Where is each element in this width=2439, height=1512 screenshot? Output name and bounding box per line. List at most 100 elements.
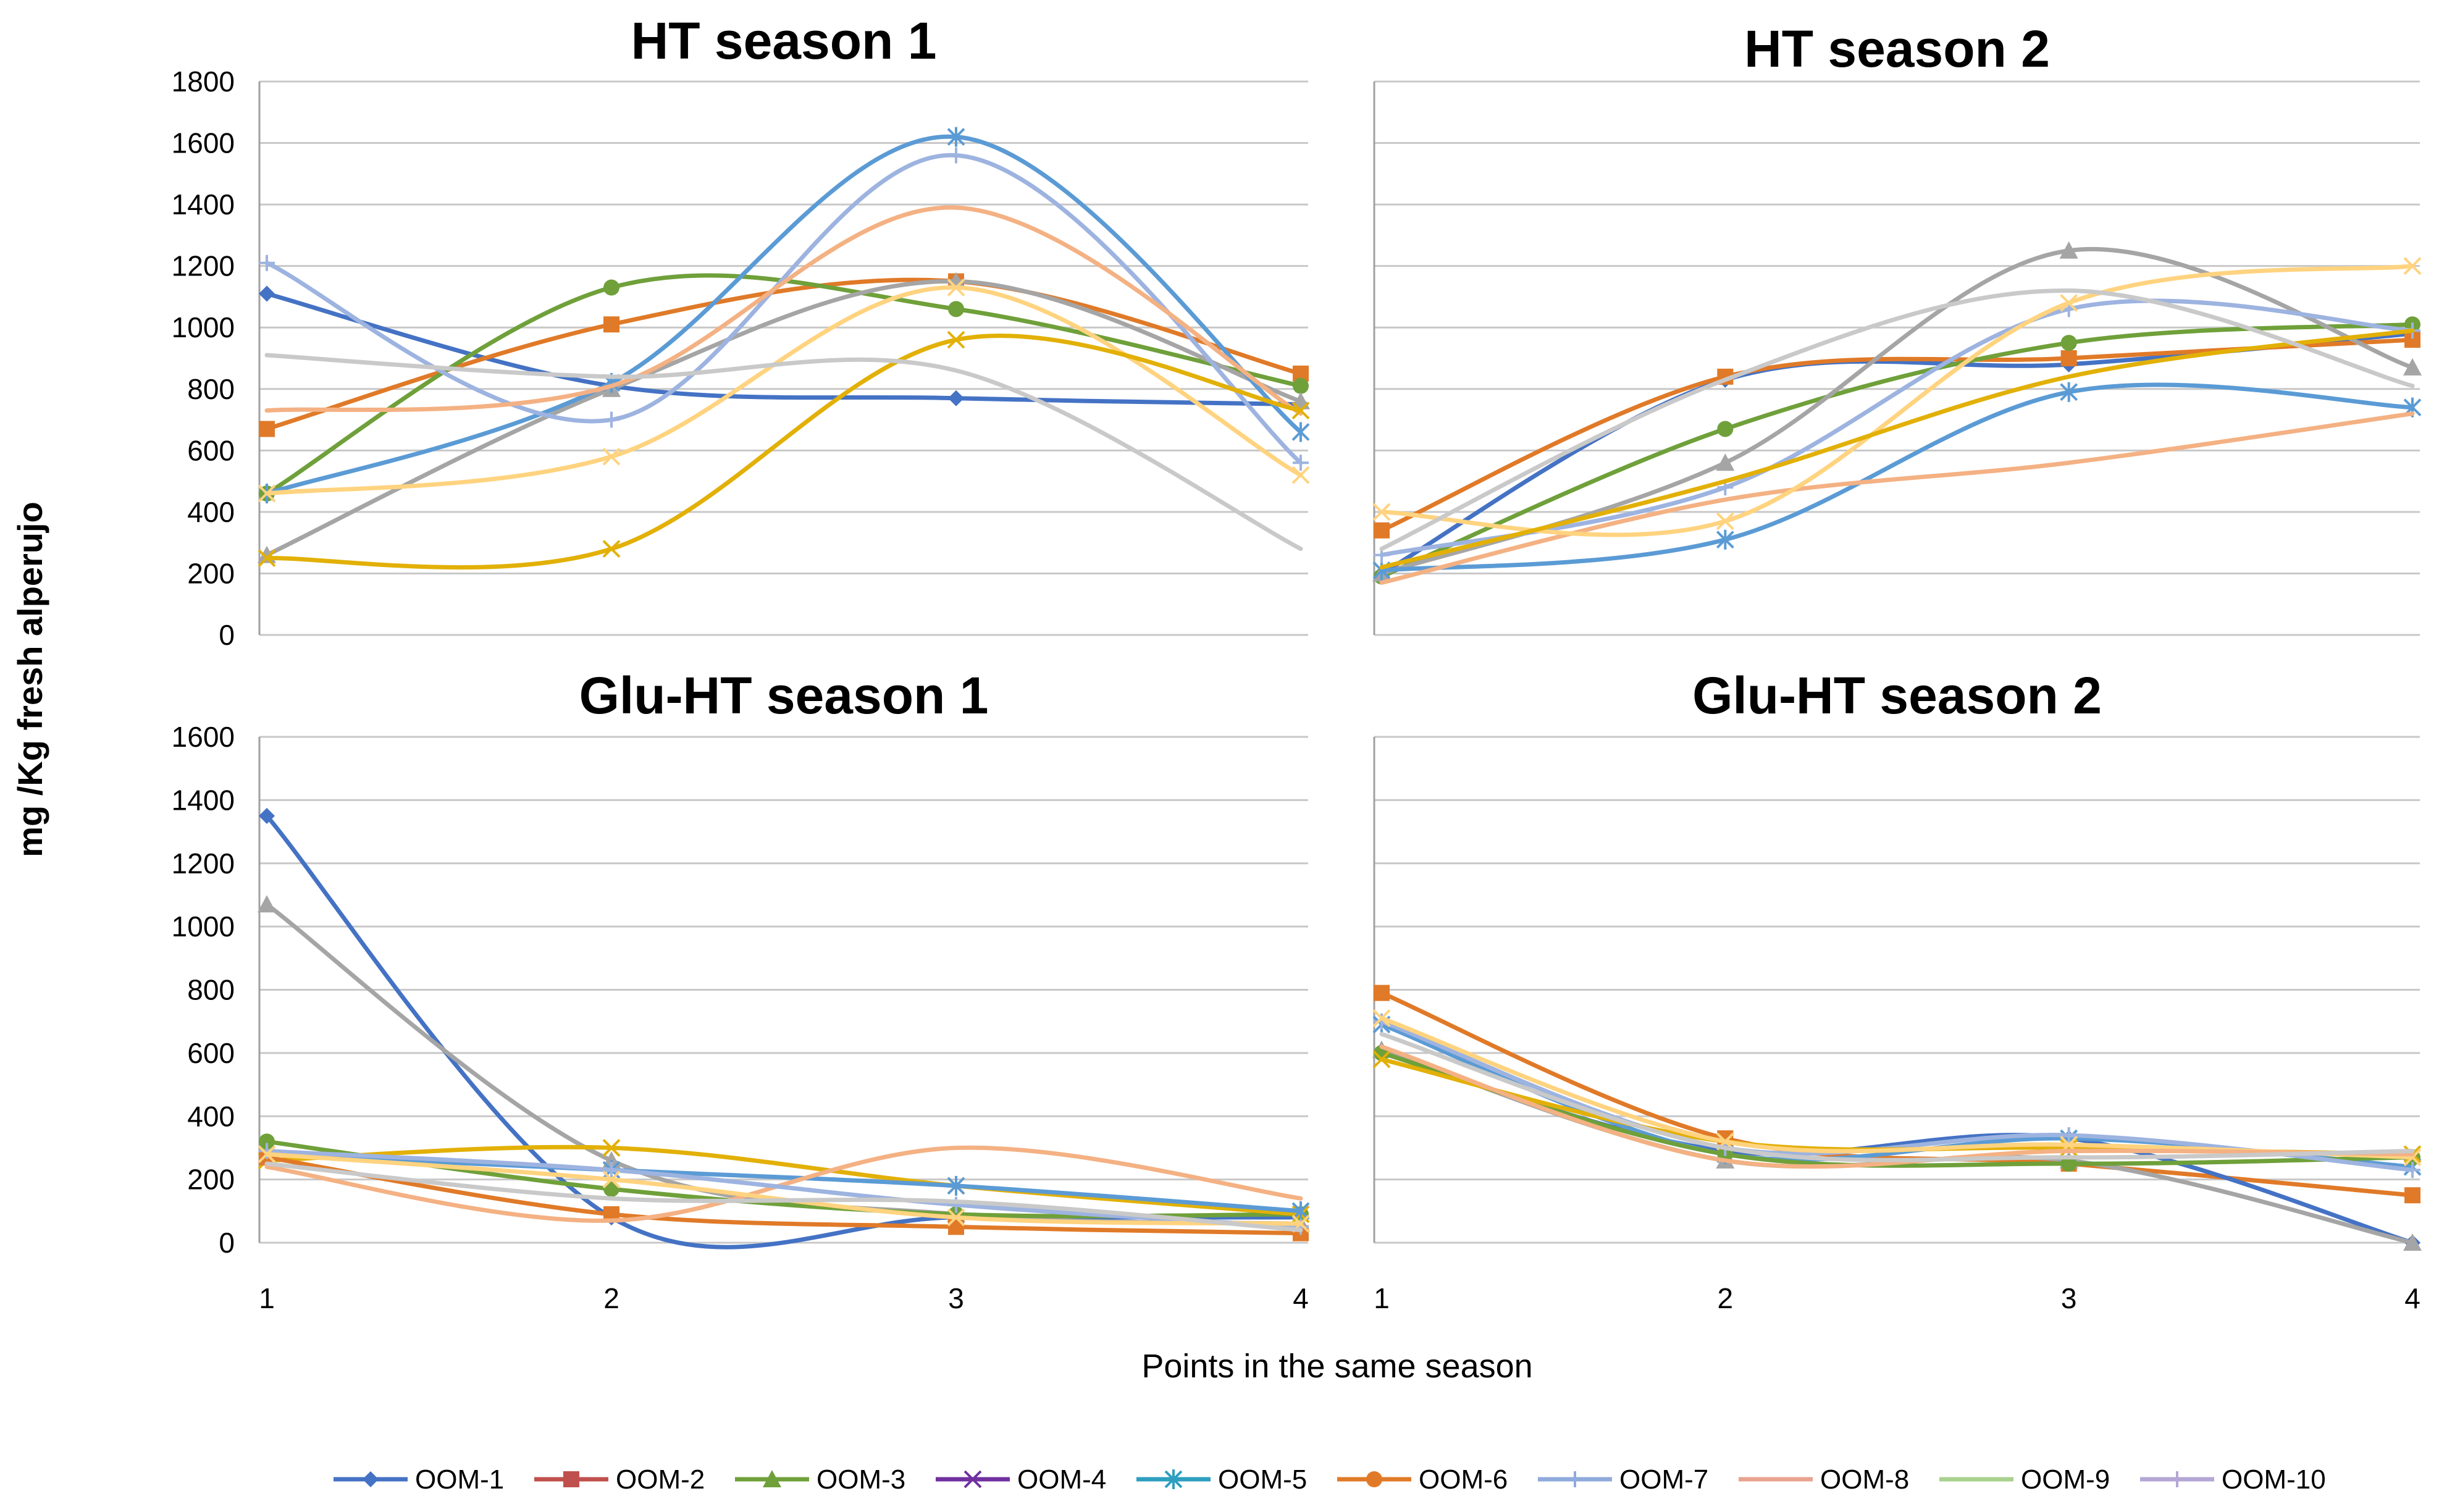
legend-label: OOM-10 xyxy=(2222,1464,2326,1495)
y-tick-label: 1600 xyxy=(172,721,235,753)
series-curve xyxy=(1379,264,2415,537)
chart-panels: HT season 102004006008001000120014001600… xyxy=(172,12,2422,1314)
data-point xyxy=(948,147,964,164)
panel-title: Glu-HT season 2 xyxy=(1692,666,2102,724)
series-curve xyxy=(1379,322,2415,579)
data-point xyxy=(948,1196,964,1213)
series-curve xyxy=(264,279,1303,558)
series-curve xyxy=(264,1155,1303,1236)
series-curve xyxy=(1379,328,2415,569)
data-point xyxy=(1716,529,1734,550)
data-point xyxy=(1291,401,1310,420)
data-point xyxy=(1293,455,1309,471)
legend-label: OOM-7 xyxy=(1619,1464,1708,1495)
y-tick-label: 400 xyxy=(187,1100,235,1132)
y-tick-label: 0 xyxy=(219,1227,235,1259)
x-tick-label: 3 xyxy=(948,1282,964,1314)
data-point xyxy=(2060,1127,2077,1143)
series-curve xyxy=(264,1145,1303,1223)
legend-marker xyxy=(1567,1471,1583,1487)
data-point xyxy=(603,1180,619,1197)
data-point xyxy=(2060,293,2078,312)
legend-item: OOM-2 xyxy=(534,1464,705,1495)
legend-marker xyxy=(1366,1471,1382,1487)
data-point xyxy=(947,1208,965,1227)
series-line xyxy=(1379,288,2415,552)
data-point xyxy=(2060,335,2077,351)
data-point xyxy=(1372,1050,1391,1069)
legend-item: OOM-8 xyxy=(1739,1464,1909,1495)
data-point xyxy=(258,1145,276,1164)
data-point xyxy=(603,316,619,333)
legend-label: OOM-6 xyxy=(1419,1464,1508,1495)
x-tick-label: 1 xyxy=(1374,1282,1390,1314)
data-point xyxy=(948,1219,964,1235)
data-point xyxy=(1293,1219,1309,1235)
panel-1: HT season 1 0 200 400 600 800 1000 1200 1400 1600… xyxy=(172,12,1310,651)
data-point xyxy=(603,1162,619,1178)
series-line xyxy=(259,147,1309,471)
legend-item: OOM-4 xyxy=(936,1464,1106,1495)
series-line xyxy=(1372,257,2422,537)
series-curve xyxy=(1379,411,2415,585)
legend-item: OOM-1 xyxy=(334,1464,504,1495)
legend-label: OOM-2 xyxy=(616,1464,705,1495)
panel-title: Glu-HT season 1 xyxy=(579,666,989,724)
legend-marker xyxy=(2169,1471,2185,1487)
legend-label: OOM-1 xyxy=(415,1464,504,1495)
y-tick-label: 1000 xyxy=(172,910,235,943)
series-curve xyxy=(264,134,1303,496)
series-curve xyxy=(264,273,1303,496)
data-point xyxy=(947,1175,965,1196)
data-point xyxy=(258,484,276,503)
x-axis-label: Points in the same season xyxy=(1141,1348,1532,1385)
y-tick-label: 1000 xyxy=(172,311,235,343)
legend: OOM-1 OOM-2 OOM-3 OOM-4 OOM-5 OOM-6 OOM-7 OOM-8… xyxy=(334,1464,2326,1495)
series-line xyxy=(1379,1031,2415,1162)
series-line xyxy=(258,272,1310,563)
series-line xyxy=(1374,985,2420,1204)
data-point xyxy=(2060,350,2077,366)
series-line xyxy=(1379,1044,2415,1169)
panel-3: Glu-HT season 1 0 200 400 600 800 1000 1200 1400… xyxy=(172,666,1310,1314)
series-line xyxy=(258,279,1310,503)
series-curve xyxy=(1379,288,2415,552)
series-curve xyxy=(1379,246,2415,576)
y-tick-label: 1800 xyxy=(172,65,235,98)
x-tick-label: 4 xyxy=(1293,1282,1309,1314)
x-tick-label: 2 xyxy=(1718,1282,1734,1314)
data-point xyxy=(258,549,276,567)
series-curve xyxy=(264,205,1303,416)
series-line xyxy=(264,1145,1303,1223)
panel-2: HT season 2 xyxy=(1372,20,2422,636)
panel-title: HT season 2 xyxy=(1744,20,2050,78)
data-point xyxy=(1717,421,1734,437)
x-tick-label: 2 xyxy=(603,1282,619,1314)
data-point xyxy=(947,279,965,296)
legend-item: OOM-5 xyxy=(1136,1464,1307,1495)
data-point xyxy=(602,447,621,466)
series-curve xyxy=(1379,1031,2415,1162)
data-point xyxy=(1291,1201,1310,1221)
series-curve xyxy=(264,277,1303,431)
x-tick-label: 3 xyxy=(2061,1282,2077,1314)
data-point xyxy=(2403,358,2422,376)
y-tick-label: 200 xyxy=(187,1164,235,1196)
data-point xyxy=(1374,522,1390,539)
legend-item: OOM-10 xyxy=(2140,1464,2326,1495)
data-point xyxy=(947,127,965,147)
series-curve xyxy=(1379,1044,2415,1169)
data-point xyxy=(947,330,965,349)
data-point xyxy=(1716,453,1735,471)
series-line xyxy=(264,353,1303,552)
panel-4: Glu-HT season 2 1 2 3 4 xyxy=(1372,666,2422,1314)
legend-item: OOM-7 xyxy=(1538,1464,1708,1495)
legend-label: OOM-9 xyxy=(2021,1464,2110,1495)
data-point xyxy=(259,254,275,271)
data-point xyxy=(1716,512,1734,531)
data-point xyxy=(948,390,964,406)
series-line xyxy=(264,1161,1303,1233)
data-point xyxy=(258,895,276,913)
y-tick-label: 800 xyxy=(187,373,235,405)
